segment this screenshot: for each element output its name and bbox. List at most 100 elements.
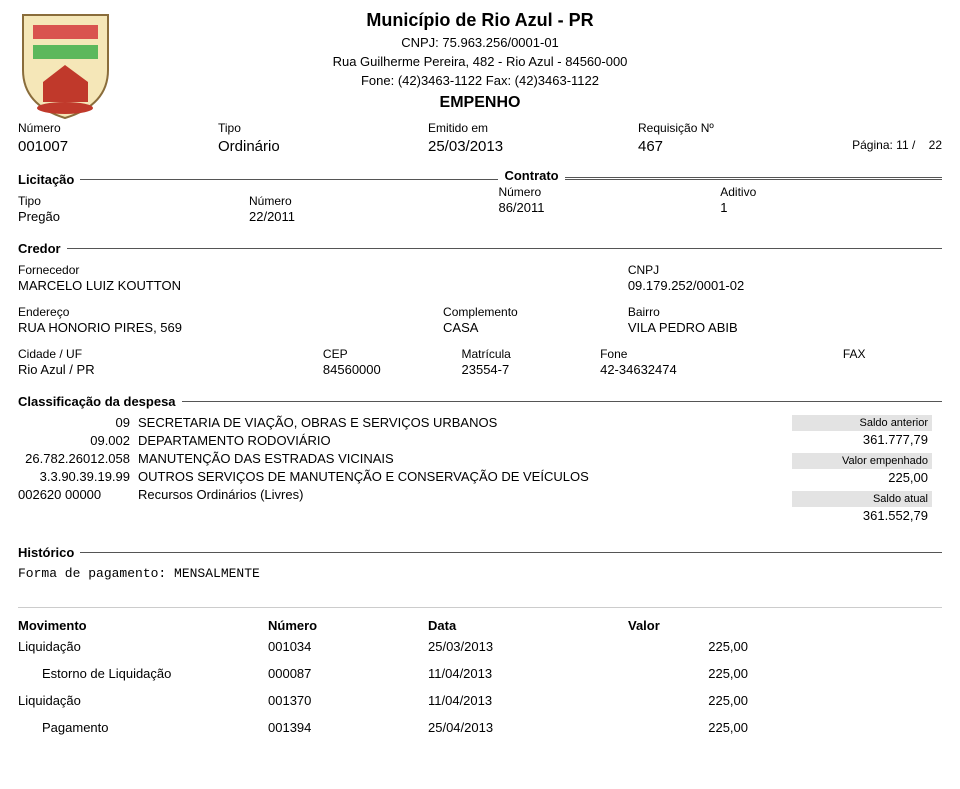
empenho-heading: EMPENHO: [18, 94, 942, 112]
fax-label: FAX: [766, 347, 942, 361]
matricula-label: Matrícula: [462, 347, 601, 361]
bairro-value: VILA PEDRO ABIB: [628, 320, 942, 335]
classif-line: 002620 00000 Recursos Ordinários (Livres…: [18, 487, 772, 502]
aditivo-label: Aditivo: [720, 185, 942, 199]
contrato-numero-label: Número: [498, 185, 720, 199]
page-info: Página: 11 / 22: [852, 138, 942, 152]
numero-value: 001007: [18, 138, 218, 155]
movimento-header: Movimento Número Data Valor: [18, 607, 942, 633]
mov-cell-mov: Liquidação: [18, 639, 268, 654]
mov-cell-num: 000087: [268, 666, 428, 681]
mov-cell-data: 11/04/2013: [428, 693, 628, 708]
classif-desc: OUTROS SERVIÇOS DE MANUTENÇÃO E CONSERVA…: [138, 469, 772, 484]
mov-cell-valor: 225,00: [628, 693, 808, 708]
mov-header-num: Número: [268, 618, 428, 633]
credor-cnpj-value: 09.179.252/0001-02: [628, 278, 942, 293]
classif-desc: Recursos Ordinários (Livres): [138, 487, 772, 502]
mov-cell-mov: Estorno de Liquidação: [18, 666, 268, 681]
cidade-label: Cidade / UF: [18, 347, 323, 361]
movimento-row: Pagamento00139425/04/2013225,00: [18, 714, 942, 741]
emitido-value: 25/03/2013: [428, 138, 638, 155]
numero-label: Número: [18, 121, 218, 135]
lic-numero-label: Número: [249, 194, 480, 208]
saldo-atual-label: Saldo atual: [792, 491, 932, 507]
credor-fieldset: Credor Fornecedor MARCELO LUIZ KOUTTON C…: [18, 241, 942, 378]
mov-cell-data: 25/03/2013: [428, 639, 628, 654]
tipo-value: Ordinário: [218, 138, 428, 155]
classif-desc: DEPARTAMENTO RODOVIÁRIO: [138, 433, 772, 448]
emitido-label: Emitido em: [428, 121, 638, 135]
classif-code: 3.3.90.39.19.99: [18, 469, 138, 484]
classif-code: 26.782.26012.058: [18, 451, 138, 466]
classificacao-fieldset: Classificação da despesa 09 SECRETARIA D…: [18, 394, 942, 529]
req-label: Requisição Nº: [638, 121, 942, 135]
contrato-numero-value: 86/2011: [498, 200, 720, 215]
page-label: Página: 11 /: [852, 138, 915, 152]
classif-line: 3.3.90.39.19.99 OUTROS SERVIÇOS DE MANUT…: [18, 469, 772, 484]
mov-header-mov: Movimento: [18, 618, 268, 633]
historico-fieldset: Histórico Forma de pagamento: MENSALMENT…: [18, 545, 942, 581]
complemento-value: CASA: [443, 320, 628, 335]
saldo-atual-value: 361.552,79: [792, 507, 932, 529]
complemento-label: Complemento: [443, 305, 628, 319]
mov-cell-data: 11/04/2013: [428, 666, 628, 681]
classif-code: 002620 00000: [18, 487, 138, 502]
historico-text: Forma de pagamento: MENSALMENTE: [18, 566, 942, 581]
lic-tipo-label: Tipo: [18, 194, 249, 208]
valor-empenhado-label: Valor empenhado: [792, 453, 932, 469]
licitacao-fieldset: Licitação Contrato Número 86/2011 Aditiv…: [18, 172, 942, 225]
classif-line: 09 SECRETARIA DE VIAÇÃO, OBRAS E SERVIÇO…: [18, 415, 772, 430]
endereco-label: Endereço: [18, 305, 443, 319]
movimento-row: Liquidação00137011/04/2013225,00: [18, 687, 942, 714]
classif-desc: SECRETARIA DE VIAÇÃO, OBRAS E SERVIÇOS U…: [138, 415, 772, 430]
endereco-value: RUA HONORIO PIRES, 569: [18, 320, 443, 335]
classif-desc: MANUTENÇÃO DAS ESTRADAS VICINAIS: [138, 451, 772, 466]
header-endereco: Rua Guilherme Pereira, 482 - Rio Azul - …: [18, 54, 942, 69]
movimento-row: Liquidação00103425/03/2013225,00: [18, 633, 942, 660]
classif-amounts: Saldo anterior 361.777,79 Valor empenhad…: [792, 415, 942, 529]
fone-value: 42-34632474: [600, 362, 766, 377]
lic-tipo-value: Pregão: [18, 209, 249, 224]
saldo-anterior-label: Saldo anterior: [792, 415, 932, 431]
fone-label: Fone: [600, 347, 766, 361]
movimento-body: Liquidação00103425/03/2013225,00Estorno …: [18, 633, 942, 741]
fornecedor-label: Fornecedor: [18, 263, 628, 277]
mov-cell-valor: 225,00: [628, 720, 808, 735]
lic-numero-value: 22/2011: [249, 209, 480, 224]
header-fone-fax: Fone: (42)3463-1122 Fax: (42)3463-1122: [18, 73, 942, 88]
mov-header-valor: Valor: [628, 618, 808, 633]
credor-cnpj-label: CNPJ: [628, 263, 942, 277]
cidade-value: Rio Azul / PR: [18, 362, 323, 377]
mov-cell-num: 001034: [268, 639, 428, 654]
valor-empenhado-value: 225,00: [792, 469, 932, 491]
classif-code: 09.002: [18, 433, 138, 448]
contrato-legend: Contrato: [498, 168, 564, 183]
fornecedor-value: MARCELO LUIZ KOUTTON: [18, 278, 628, 293]
classif-code: 09: [18, 415, 138, 430]
classif-line: 09.002 DEPARTAMENTO RODOVIÁRIO: [18, 433, 772, 448]
mov-cell-valor: 225,00: [628, 639, 808, 654]
classificacao-legend: Classificação da despesa: [12, 394, 182, 409]
mov-cell-mov: Liquidação: [18, 693, 268, 708]
mov-cell-num: 001370: [268, 693, 428, 708]
mov-cell-num: 001394: [268, 720, 428, 735]
municipio-title: Município de Rio Azul - PR: [18, 10, 942, 31]
contrato-box: Contrato Número 86/2011 Aditivo 1: [498, 177, 942, 216]
movimento-row: Estorno de Liquidação00008711/04/2013225…: [18, 660, 942, 687]
mov-cell-data: 25/04/2013: [428, 720, 628, 735]
tipo-label: Tipo: [218, 121, 428, 135]
mov-cell-mov: Pagamento: [18, 720, 268, 735]
page-total: 22: [929, 138, 942, 152]
coat-of-arms-icon: [18, 10, 113, 120]
credor-legend: Credor: [12, 241, 67, 256]
mov-header-data: Data: [428, 618, 628, 633]
saldo-anterior-value: 361.777,79: [792, 431, 932, 453]
cep-value: 84560000: [323, 362, 462, 377]
classif-line: 26.782.26012.058 MANUTENÇÃO DAS ESTRADAS…: [18, 451, 772, 466]
historico-legend: Histórico: [12, 545, 80, 560]
cep-label: CEP: [323, 347, 462, 361]
classif-lines-container: 09 SECRETARIA DE VIAÇÃO, OBRAS E SERVIÇO…: [18, 415, 772, 505]
licitacao-legend: Licitação: [12, 172, 80, 187]
matricula-value: 23554-7: [462, 362, 601, 377]
aditivo-value: 1: [720, 200, 942, 215]
